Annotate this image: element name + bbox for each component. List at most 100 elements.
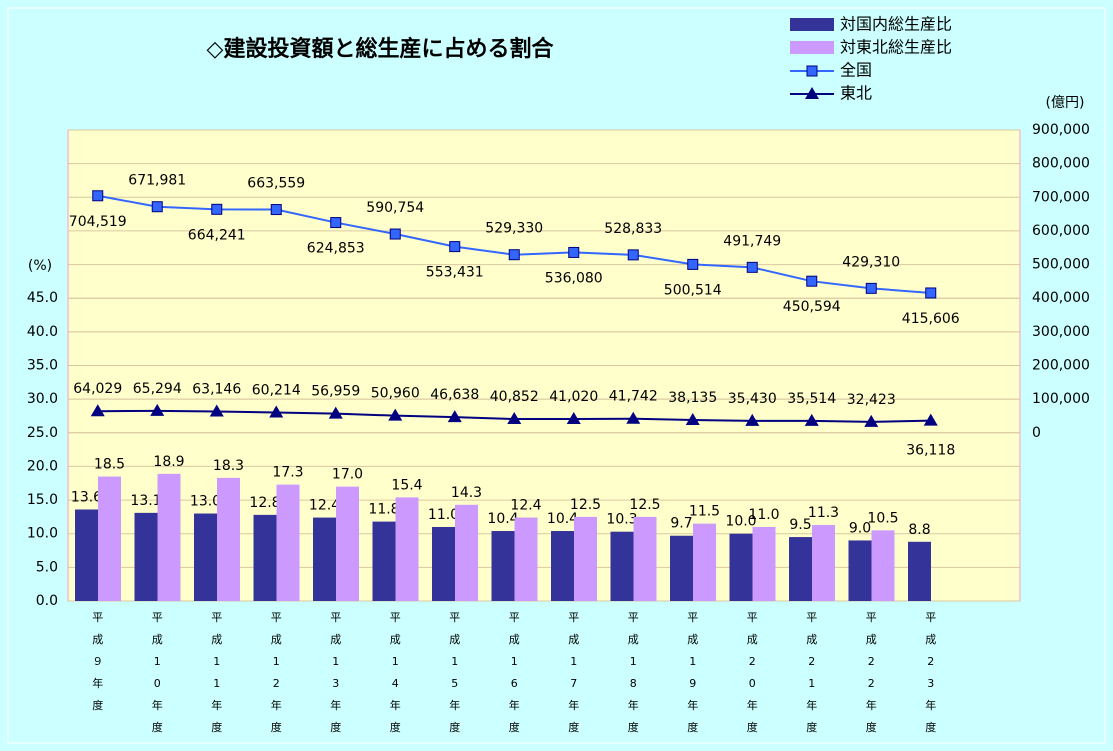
bar: [336, 486, 359, 601]
x-tick-label: 平成 1 6 年度: [509, 611, 520, 734]
bar-value-label: 13.6: [71, 489, 102, 505]
marker: [568, 246, 580, 258]
bar-value-label: 17.3: [272, 465, 303, 481]
x-tick-label: 平成 2 1 年度: [806, 611, 817, 734]
line-value-label: 41,742: [609, 389, 658, 405]
marker: [865, 282, 877, 294]
bar: [194, 513, 217, 601]
marker: [447, 410, 462, 423]
line-value-label: 35,430: [728, 391, 777, 407]
y2-tick-label: 900,000: [1032, 122, 1090, 138]
x-tick-label: 平成 1 7 年度: [568, 611, 579, 734]
y-tick-label: 30.0: [27, 391, 58, 407]
marker: [864, 414, 879, 427]
line-value-label: 60,214: [252, 383, 301, 399]
marker: [626, 411, 641, 424]
marker: [745, 413, 760, 426]
bar: [871, 530, 895, 601]
bar: [313, 517, 336, 601]
bar-value-label: 12.4: [510, 498, 541, 514]
marker: [925, 287, 937, 299]
bar: [395, 497, 419, 601]
marker: [330, 217, 342, 229]
legend-label: 対東北総生産比: [840, 38, 952, 57]
bar-value-label: 11.5: [689, 504, 720, 520]
line-value-label: 64,029: [73, 381, 122, 397]
bar: [432, 526, 455, 601]
y2-tick-label: 500,000: [1032, 257, 1090, 273]
bar: [157, 473, 181, 601]
y2-tick-label: 800,000: [1032, 156, 1090, 172]
bar-value-label: 18.9: [153, 454, 184, 470]
x-tick-label: 平成 2 3 年度: [925, 611, 936, 734]
line-value-label: 663,559: [247, 176, 305, 192]
bar-value-label: 11.0: [428, 507, 459, 523]
chart-title: ◇建設投資額と総生産に占める割合: [207, 36, 555, 62]
legend-swatch: [790, 41, 834, 54]
line-value-label: 450,594: [783, 299, 841, 315]
bar: [253, 514, 277, 601]
bar: [752, 526, 776, 601]
x-tick-label: 平成 1 4 年度: [390, 611, 401, 734]
bar-value-label: 18.5: [94, 457, 125, 473]
bar-value-label: 12.5: [629, 497, 660, 513]
bar-value-label: 9.7: [670, 516, 692, 532]
y2-tick-label: 300,000: [1032, 324, 1090, 340]
y-tick-label: 20.0: [27, 458, 58, 474]
bar-value-label: 12.4: [309, 498, 340, 514]
bar-value-label: 10.4: [547, 511, 578, 527]
x-tick-label: 平成 1 8 年度: [628, 611, 639, 734]
marker: [388, 408, 403, 421]
y-tick-label: 45.0: [27, 290, 58, 306]
bar: [551, 531, 574, 601]
line-value-label: 491,749: [723, 233, 781, 249]
bar-value-label: 10.5: [867, 510, 898, 526]
marker: [687, 258, 699, 270]
legend-swatch: [790, 18, 834, 31]
marker: [449, 241, 461, 253]
y-tick-label: 40.0: [27, 324, 58, 340]
bar: [372, 521, 396, 601]
legend-marker: [806, 65, 818, 77]
marker: [90, 404, 105, 417]
legend-label: 東北: [840, 84, 872, 103]
bar-value-label: 11.8: [368, 502, 399, 518]
line-value-label: 415,606: [902, 311, 960, 327]
bar-value-label: 14.3: [451, 485, 482, 501]
x-tick-label: 平成 1 3 年度: [330, 611, 341, 734]
marker: [806, 275, 818, 287]
x-tick-label: 平成 1 0 年度: [152, 611, 163, 734]
marker: [746, 261, 758, 273]
y2-tick-label: 200,000: [1032, 358, 1090, 374]
marker: [627, 249, 639, 261]
y2-tick-label: 0: [1032, 425, 1041, 441]
line-value-label: 624,853: [307, 241, 365, 257]
y-tick-label: 10.0: [27, 526, 58, 542]
bar-value-label: 12.5: [570, 497, 601, 513]
x-tick-label: 平成９年度: [92, 611, 103, 712]
line-value-label: 590,754: [366, 200, 424, 216]
bar-value-label: 18.3: [213, 458, 244, 474]
x-tick-label: 平成 2 2 年度: [866, 611, 877, 734]
line-value-label: 32,423: [847, 392, 896, 408]
bar-value-label: 13.1: [130, 493, 161, 509]
legend-marker: [805, 87, 819, 99]
marker: [566, 411, 581, 424]
x-tick-label: 平成 1 2 年度: [271, 611, 282, 734]
line-value-label: 65,294: [133, 381, 182, 397]
x-tick-label: 平成 2 0 年度: [747, 611, 758, 734]
bar: [75, 509, 98, 601]
bar: [514, 517, 538, 601]
y2-tick-label: 700,000: [1032, 189, 1090, 205]
bar: [693, 523, 716, 601]
marker: [92, 190, 104, 202]
x-tick-label: 平成 1 1 年度: [211, 611, 222, 734]
bar-value-label: 10.0: [725, 514, 756, 530]
legend-label: 対国内総生産比: [840, 15, 952, 34]
x-tick-label: 平成 1 9 年度: [687, 611, 698, 734]
bar-value-label: 13.0: [190, 494, 221, 510]
bar: [610, 531, 634, 601]
legend-label: 全国: [840, 61, 872, 80]
line-value-label: 36,118: [906, 443, 955, 459]
